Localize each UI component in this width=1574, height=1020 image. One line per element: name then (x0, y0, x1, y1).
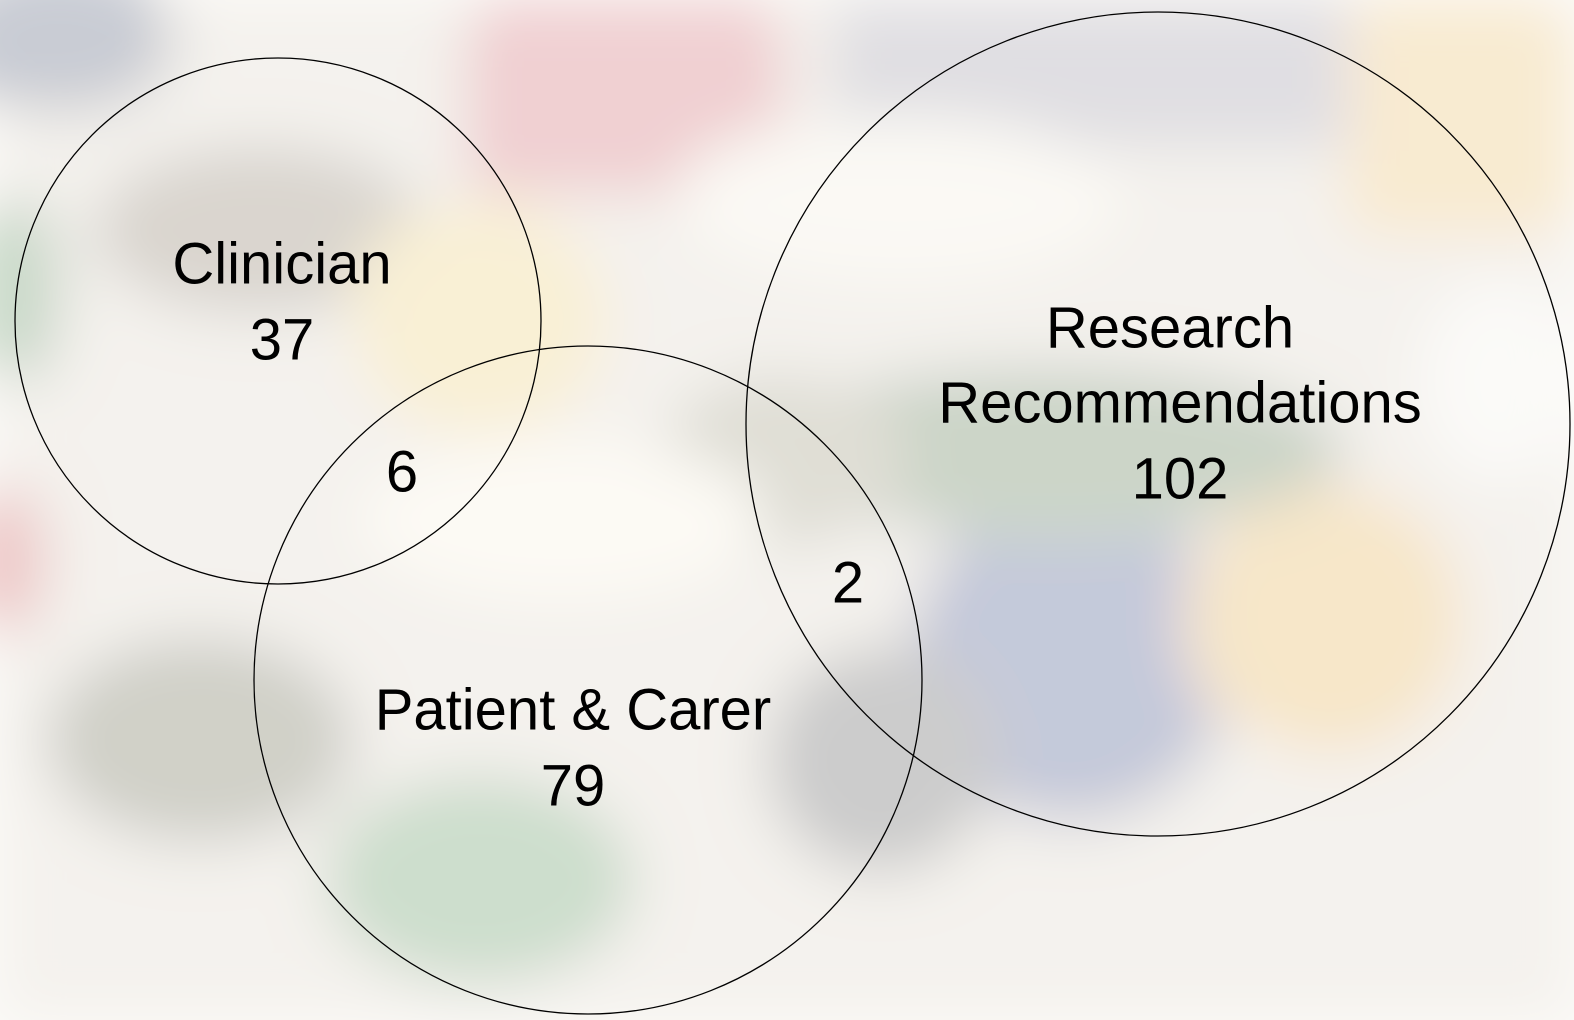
set-label: Patient & Carer (375, 677, 772, 742)
set-label: Recommendations (938, 370, 1422, 435)
set-count: 102 (1132, 446, 1229, 511)
set-label: Research (1046, 295, 1294, 360)
overlap-count: 6 (386, 439, 418, 504)
set-count: 79 (541, 753, 606, 818)
overlap-count: 2 (832, 550, 864, 615)
set-label: Clinician (172, 231, 391, 296)
slide: Clinician 37 Patient & Carer 79 Research… (0, 0, 1574, 1020)
set-count: 37 (250, 307, 315, 372)
venn-diagram: Clinician 37 Patient & Carer 79 Research… (0, 0, 1574, 1020)
